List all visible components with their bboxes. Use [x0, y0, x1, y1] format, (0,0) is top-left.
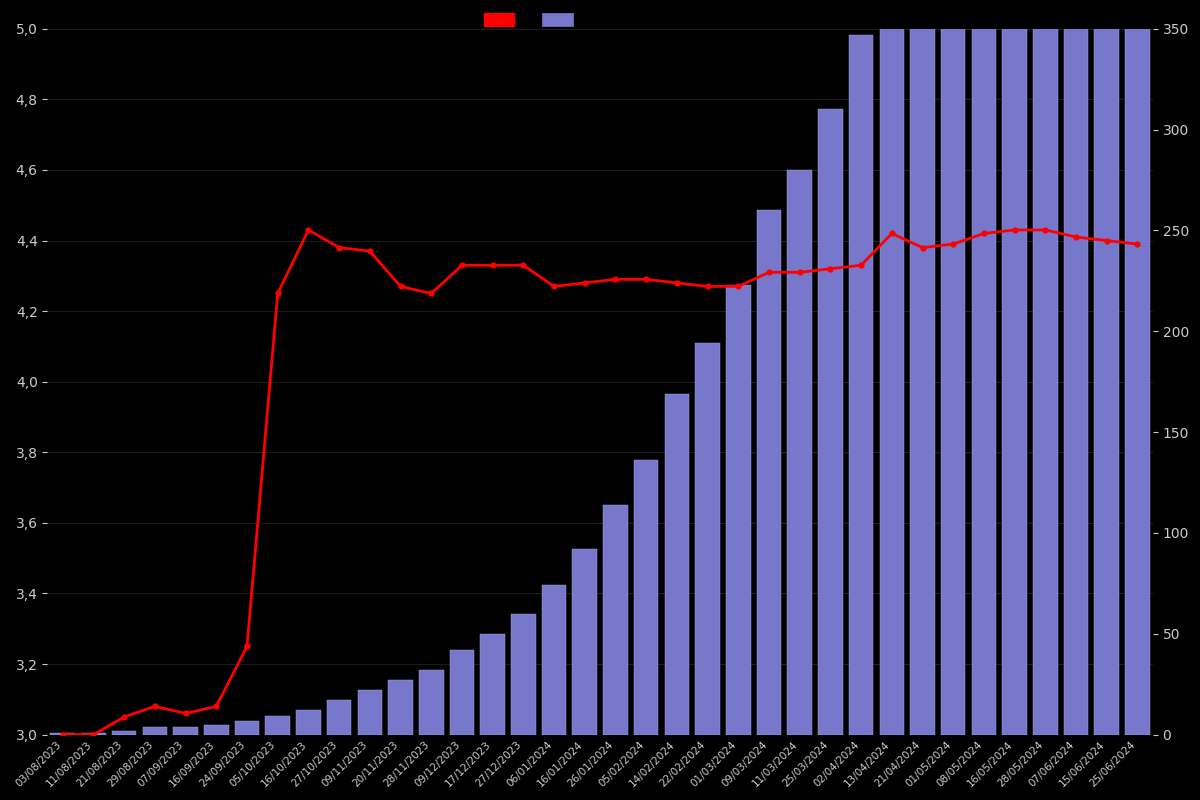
Bar [757, 210, 781, 734]
Bar [450, 650, 474, 734]
Bar [880, 0, 904, 734]
Bar [1002, 0, 1027, 734]
Bar [572, 549, 598, 734]
Bar [204, 725, 228, 734]
Bar [818, 110, 842, 734]
Bar [112, 730, 137, 734]
Legend: , : , [479, 7, 589, 33]
Bar [265, 717, 290, 734]
Bar [82, 733, 106, 734]
Bar [695, 343, 720, 734]
Bar [480, 634, 505, 734]
Bar [511, 614, 535, 734]
Bar [1094, 0, 1120, 734]
Bar [972, 0, 996, 734]
Bar [848, 35, 874, 734]
Bar [665, 394, 689, 734]
Bar [1033, 0, 1057, 734]
Bar [1126, 0, 1150, 734]
Bar [634, 460, 659, 734]
Bar [726, 285, 750, 734]
Bar [358, 690, 382, 734]
Bar [143, 726, 167, 734]
Bar [326, 700, 352, 734]
Bar [541, 586, 566, 734]
Bar [911, 0, 935, 734]
Bar [389, 680, 413, 734]
Bar [235, 721, 259, 734]
Bar [419, 670, 444, 734]
Bar [50, 733, 76, 734]
Bar [787, 170, 812, 734]
Bar [941, 0, 966, 734]
Bar [604, 505, 628, 734]
Bar [296, 710, 320, 734]
Bar [1063, 0, 1088, 734]
Bar [173, 726, 198, 734]
